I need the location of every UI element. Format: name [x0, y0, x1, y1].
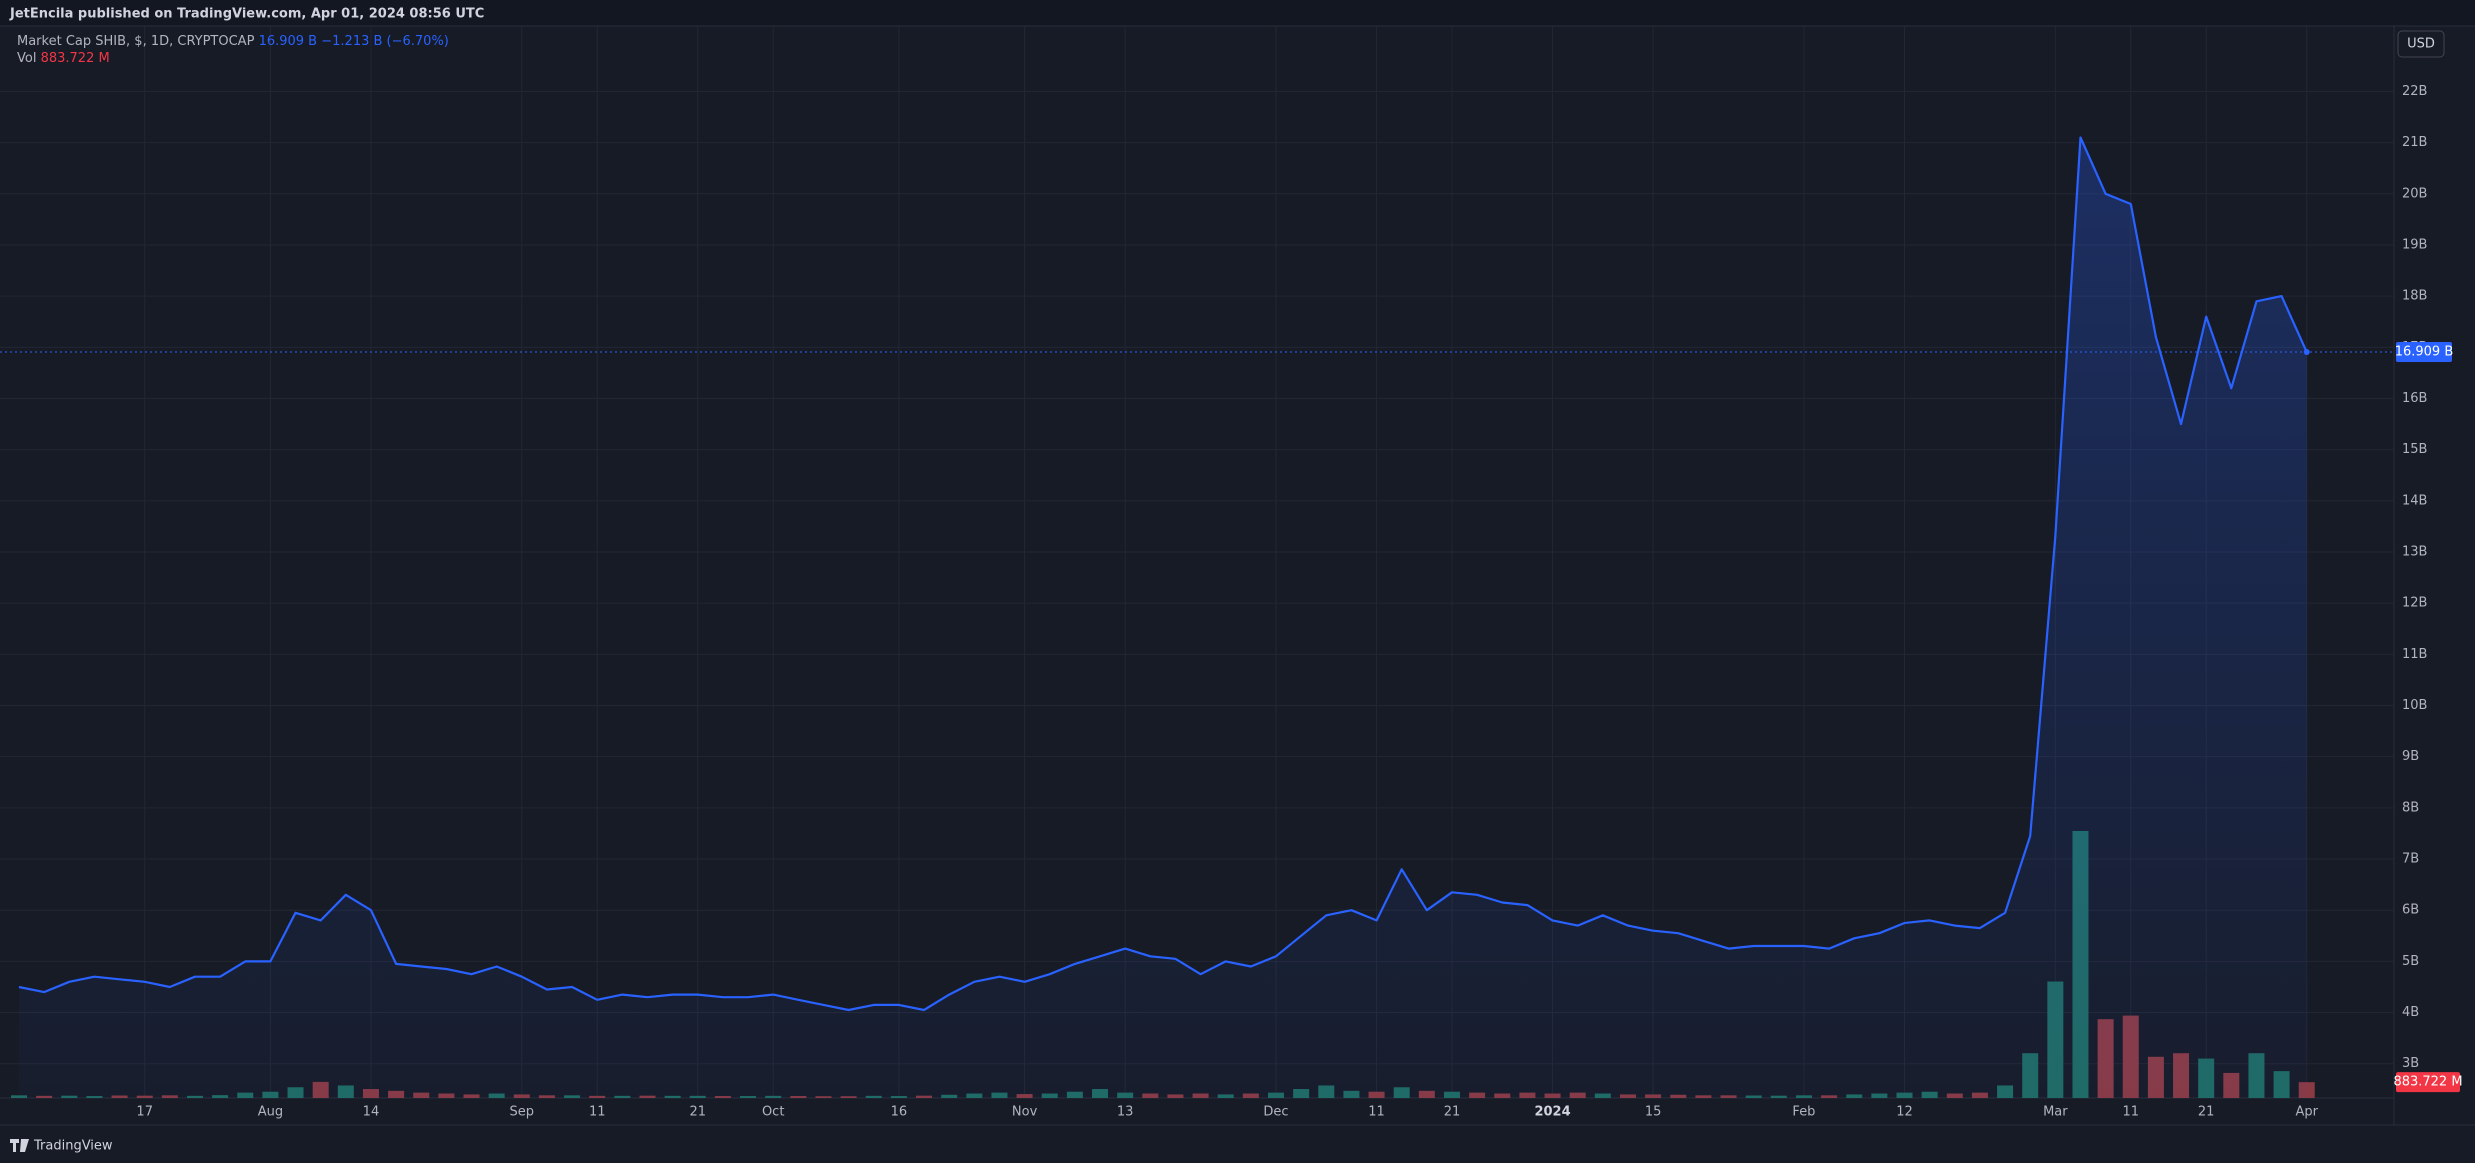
currency-button[interactable]	[2397, 30, 2445, 58]
y-tick-label: 8B	[2402, 800, 2419, 815]
x-tick-label: 11	[2122, 1105, 2139, 1120]
x-tick-label: 11	[1368, 1105, 1385, 1120]
change: −1.213 B (−6.70%)	[321, 34, 449, 49]
x-tick-label: Dec	[1263, 1105, 1288, 1120]
y-tick-label: 9B	[2402, 749, 2419, 764]
plot	[0, 136, 2394, 1098]
y-tick-label: 10B	[2402, 698, 2427, 713]
y-tick-label: 6B	[2402, 903, 2419, 918]
y-tick-label: 20B	[2402, 186, 2427, 201]
x-tick-label: 14	[363, 1105, 380, 1120]
x-tick-label: 21	[2198, 1105, 2215, 1120]
logo	[10, 1139, 29, 1152]
x-tick-label: 15	[1645, 1105, 1662, 1120]
legend: Market Cap SHIB, $, 1D, CRYPTOCAP 16.909…	[17, 34, 449, 49]
x-tick-label: 21	[1444, 1105, 1461, 1120]
price-line	[18, 136, 2308, 1012]
x-tick-label: 17	[136, 1105, 153, 1120]
brand-name: TradingView	[33, 1139, 113, 1154]
y-tick-label: 21B	[2402, 135, 2427, 150]
price: 16.909 B	[259, 34, 318, 49]
price-badge	[2396, 341, 2452, 362]
currency[interactable]: USD	[2407, 37, 2435, 52]
x-tick-label: Nov	[1012, 1105, 1038, 1120]
y-tick-label: 12B	[2402, 596, 2427, 611]
x-tick-label: 16	[891, 1105, 908, 1120]
x-tick-label: Oct	[762, 1105, 784, 1120]
y-tick-label: 22B	[2402, 84, 2427, 99]
vol-label: Vol	[17, 51, 36, 66]
x-tick-label: Aug	[258, 1105, 283, 1120]
symbol: Market Cap SHIB, $, 1D, CRYPTOCAP	[17, 34, 255, 49]
y-tick-label: 13B	[2402, 544, 2427, 559]
publisher: JetEncila published on TradingView.com, …	[9, 7, 484, 22]
y-tick-label: 4B	[2402, 1005, 2419, 1020]
x-tick-label: Apr	[2295, 1105, 2318, 1120]
y-tick-label: 3B	[2402, 1056, 2419, 1071]
volume-legend: Vol 883.722 M	[17, 51, 110, 66]
price-badge-label: 16.909 B	[2395, 344, 2454, 359]
x-tick-label: Sep	[510, 1105, 535, 1120]
top-bar	[0, 0, 2475, 26]
x-tick-label: Mar	[2043, 1105, 2068, 1120]
y-tick-label: 16B	[2402, 391, 2427, 406]
x-tick-label: 21	[690, 1105, 707, 1120]
vol-value: 883.722 M	[41, 51, 110, 66]
area	[19, 137, 2307, 1098]
y-tick-label: 5B	[2402, 954, 2419, 969]
y-tick-label: 18B	[2402, 289, 2427, 304]
y-tick-label: 7B	[2402, 852, 2419, 867]
y-tick-label: 15B	[2402, 442, 2427, 457]
volume-badge	[2396, 1072, 2460, 1093]
x-tick-label: 2024	[1534, 1105, 1570, 1120]
brand: TradingView	[10, 1139, 113, 1154]
y-tick-label: 19B	[2402, 237, 2427, 252]
x-tick-label: 12	[1896, 1105, 1913, 1120]
x-tick-label: 11	[589, 1105, 606, 1120]
volume-badge-label: 883.722 M	[2393, 1075, 2462, 1090]
last-point	[2303, 348, 2310, 355]
y-tick-label: 14B	[2402, 493, 2427, 508]
y-tick-label: 11B	[2402, 647, 2427, 662]
x-tick-label: Feb	[1792, 1105, 1815, 1120]
x-tick-label: 13	[1117, 1105, 1134, 1120]
